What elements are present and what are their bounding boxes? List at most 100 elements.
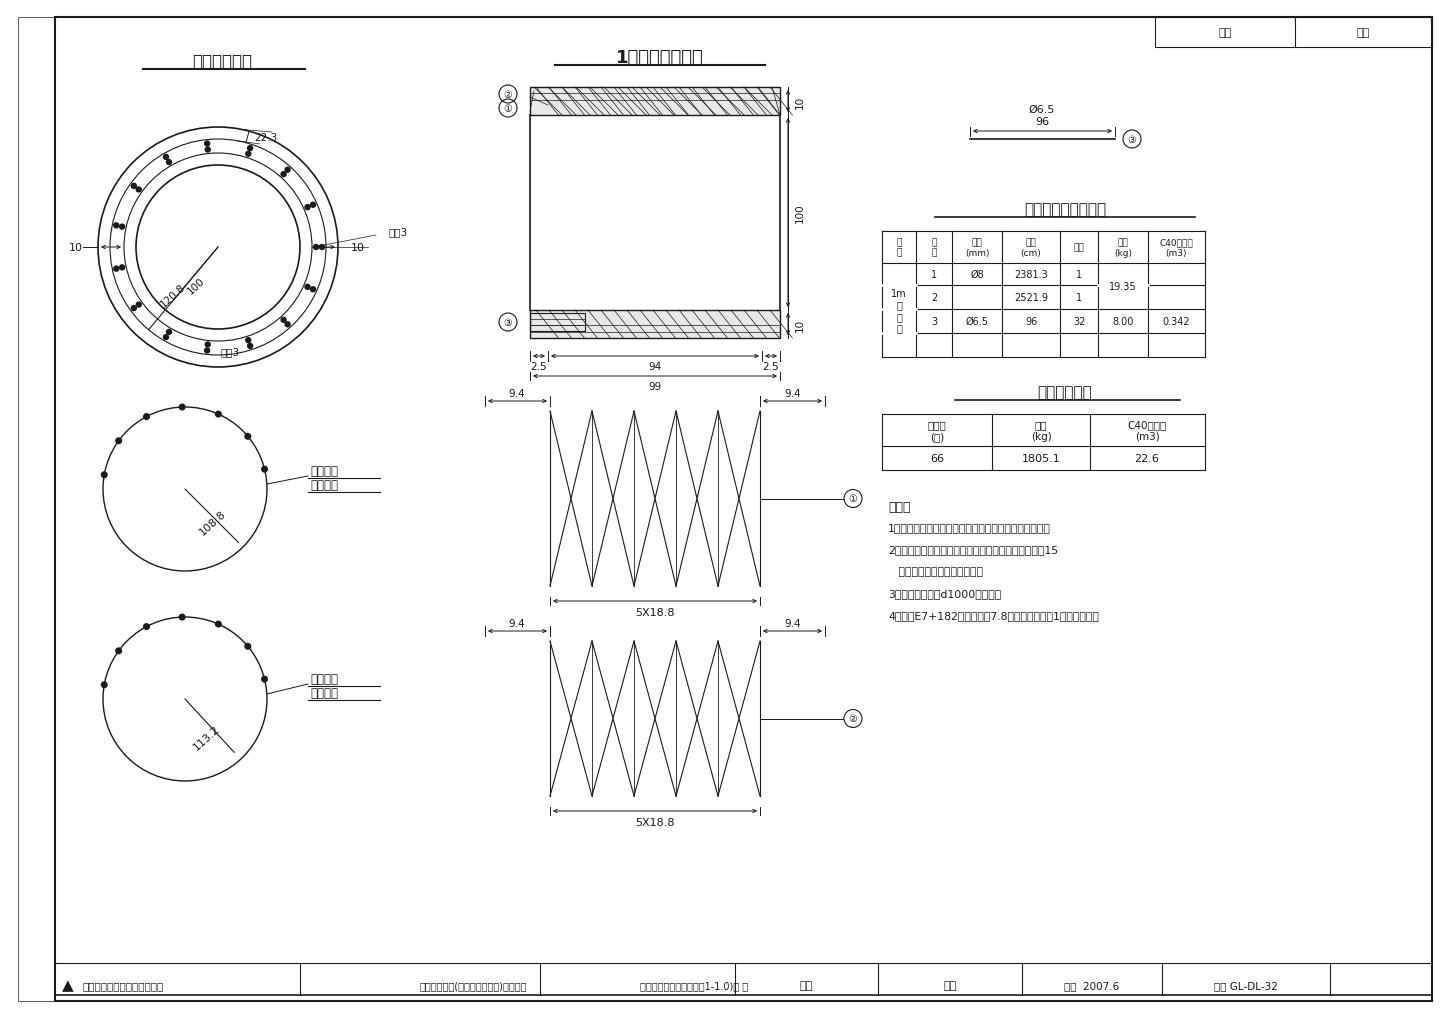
Circle shape bbox=[311, 287, 315, 292]
Text: 108.8: 108.8 bbox=[197, 508, 228, 537]
Text: 2、管节两端最后一圈钢筋形成正圆形后，其末端搭接15: 2、管节两端最后一圈钢筋形成正圆形后，其末端搭接15 bbox=[888, 544, 1058, 554]
Text: 净距3: 净距3 bbox=[387, 227, 408, 236]
Text: 内圆螺旋: 内圆螺旋 bbox=[310, 465, 338, 478]
Text: C40混凝土
(m3): C40混凝土 (m3) bbox=[1159, 238, 1192, 258]
Text: 1: 1 bbox=[1076, 292, 1081, 303]
Text: 管节数
(个): 管节数 (个) bbox=[927, 420, 946, 441]
Text: 说明：: 说明： bbox=[888, 500, 910, 514]
Text: 型主钢筋: 型主钢筋 bbox=[310, 479, 338, 492]
Text: 9.4: 9.4 bbox=[785, 388, 801, 398]
Text: 22.6: 22.6 bbox=[1135, 453, 1159, 464]
Text: Ø6.5: Ø6.5 bbox=[1028, 105, 1056, 115]
Circle shape bbox=[164, 335, 168, 340]
Circle shape bbox=[281, 318, 287, 323]
Polygon shape bbox=[530, 88, 780, 116]
Text: 2381.3: 2381.3 bbox=[1014, 270, 1048, 280]
Text: 10: 10 bbox=[795, 96, 805, 108]
Text: 99: 99 bbox=[648, 382, 661, 391]
Circle shape bbox=[248, 147, 252, 152]
Circle shape bbox=[144, 625, 150, 630]
Circle shape bbox=[305, 206, 310, 211]
Circle shape bbox=[262, 467, 268, 473]
Text: Ø8: Ø8 bbox=[971, 270, 984, 280]
Circle shape bbox=[180, 614, 184, 621]
Circle shape bbox=[285, 168, 289, 173]
Circle shape bbox=[246, 152, 251, 157]
Text: 2: 2 bbox=[930, 292, 937, 303]
Circle shape bbox=[120, 225, 125, 230]
Text: C40混凝土
(m3): C40混凝土 (m3) bbox=[1128, 420, 1166, 441]
Text: 32: 32 bbox=[1073, 317, 1086, 327]
Text: 图号 GL-DL-32: 图号 GL-DL-32 bbox=[1214, 980, 1277, 990]
Circle shape bbox=[281, 172, 287, 177]
Circle shape bbox=[314, 246, 318, 251]
Text: 1米正管节纵断面: 1米正管节纵断面 bbox=[616, 49, 704, 67]
Text: 0.342: 0.342 bbox=[1162, 317, 1189, 327]
Bar bbox=[530, 88, 780, 116]
Text: 100: 100 bbox=[186, 275, 206, 296]
Text: 1、本图尺寸单位处钢筋直径以毫米计外，均以厘米计。: 1、本图尺寸单位处钢筋直径以毫米计外，均以厘米计。 bbox=[888, 523, 1051, 533]
Text: 山东农业大学勘察设计研究院: 山东农业大学勘察设计研究院 bbox=[82, 980, 163, 990]
Text: ③: ③ bbox=[1128, 135, 1136, 145]
Circle shape bbox=[305, 285, 310, 290]
Text: 9.4: 9.4 bbox=[508, 388, 526, 398]
Circle shape bbox=[114, 223, 118, 228]
Circle shape bbox=[206, 148, 210, 153]
Text: 长度
(cm): 长度 (cm) bbox=[1021, 238, 1041, 258]
Circle shape bbox=[262, 677, 268, 683]
Text: 管
节: 管 节 bbox=[896, 238, 901, 258]
Text: 审核: 审核 bbox=[943, 980, 956, 990]
Text: 96: 96 bbox=[1025, 317, 1037, 327]
Text: 昔邑市昌平县(下小吾至漏河的)改造工程: 昔邑市昌平县(下小吾至漏河的)改造工程 bbox=[420, 980, 527, 990]
Text: 120.8: 120.8 bbox=[158, 282, 187, 310]
Text: 96: 96 bbox=[1035, 117, 1050, 127]
Circle shape bbox=[101, 473, 107, 478]
Circle shape bbox=[137, 303, 141, 308]
Text: 钢筋混凝土管节设计图（1-1.0)设 计: 钢筋混凝土管节设计图（1-1.0)设 计 bbox=[639, 980, 749, 990]
Circle shape bbox=[131, 184, 137, 190]
Text: 10: 10 bbox=[351, 243, 364, 253]
Circle shape bbox=[285, 322, 289, 327]
Text: 编
号: 编 号 bbox=[932, 238, 936, 258]
Text: 2.5: 2.5 bbox=[763, 362, 779, 372]
Circle shape bbox=[131, 307, 137, 312]
Circle shape bbox=[120, 266, 125, 271]
Text: 94: 94 bbox=[648, 362, 661, 372]
Text: 1: 1 bbox=[1076, 270, 1081, 280]
Text: 2521.9: 2521.9 bbox=[1014, 292, 1048, 303]
Circle shape bbox=[115, 648, 121, 654]
Text: 净距3: 净距3 bbox=[220, 346, 239, 357]
Text: 8.00: 8.00 bbox=[1112, 317, 1133, 327]
Circle shape bbox=[311, 203, 315, 208]
Circle shape bbox=[216, 622, 222, 628]
Circle shape bbox=[245, 644, 251, 649]
Text: ②: ② bbox=[848, 713, 857, 723]
Circle shape bbox=[101, 683, 107, 688]
Circle shape bbox=[114, 267, 118, 272]
Text: 66: 66 bbox=[930, 453, 945, 464]
Text: 22.3: 22.3 bbox=[255, 132, 278, 143]
Text: 厘米，并以铁丝帮扎或单牛。: 厘米，并以铁丝帮扎或单牛。 bbox=[888, 567, 984, 577]
Circle shape bbox=[164, 155, 168, 160]
Text: 4、对于E7+182管涵总长是7.8米，过涵设计间1米管节设计。: 4、对于E7+182管涵总长是7.8米，过涵设计间1米管节设计。 bbox=[888, 610, 1099, 621]
Text: 日期  2007.6: 日期 2007.6 bbox=[1064, 980, 1120, 990]
Text: 3: 3 bbox=[930, 317, 937, 327]
Text: 9.4: 9.4 bbox=[508, 619, 526, 629]
Text: 共重
(kg): 共重 (kg) bbox=[1115, 238, 1132, 258]
Text: 1: 1 bbox=[930, 270, 937, 280]
Text: 共页: 共页 bbox=[1218, 28, 1231, 38]
Text: 复核: 复核 bbox=[799, 980, 812, 990]
Text: 1m
正
管
节: 1m 正 管 节 bbox=[891, 288, 907, 333]
Text: 9.4: 9.4 bbox=[785, 619, 801, 629]
Circle shape bbox=[206, 342, 210, 347]
Circle shape bbox=[320, 246, 324, 251]
Circle shape bbox=[167, 330, 171, 335]
Text: ▲: ▲ bbox=[62, 977, 73, 993]
Text: 共重
(kg): 共重 (kg) bbox=[1031, 420, 1051, 441]
Text: ①: ① bbox=[848, 494, 857, 504]
Text: 5X18.8: 5X18.8 bbox=[635, 607, 675, 618]
Text: 19.35: 19.35 bbox=[1109, 281, 1136, 291]
Text: 10: 10 bbox=[69, 243, 84, 253]
Circle shape bbox=[204, 348, 210, 354]
Text: ②: ② bbox=[504, 90, 513, 100]
